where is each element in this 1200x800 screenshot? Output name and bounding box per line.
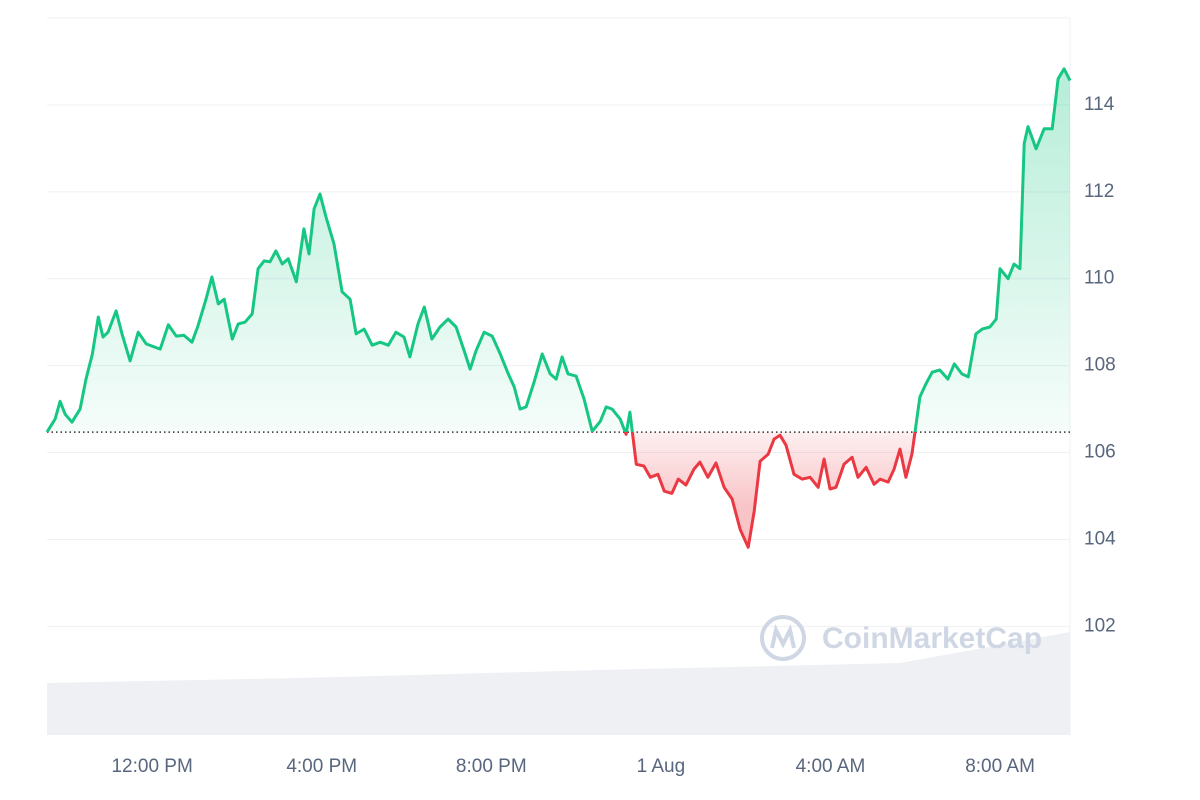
y-tick-label: 102 [1084, 615, 1116, 636]
x-tick-label: 4:00 PM [286, 756, 357, 777]
x-tick-label: 1 Aug [637, 756, 686, 777]
x-tick-label: 8:00 AM [965, 756, 1035, 777]
watermark-logo [760, 615, 806, 661]
x-tick-label: 4:00 AM [796, 756, 866, 777]
x-tick-label: 12:00 PM [111, 756, 192, 777]
watermark: CoinMarketCap [760, 615, 1042, 661]
y-tick-label: 104 [1084, 528, 1116, 549]
y-tick-label: 106 [1084, 442, 1116, 463]
y-tick-label: 110 [1084, 268, 1114, 289]
y-tick-label: 114 [1084, 94, 1115, 115]
y-tick-label: 112 [1084, 181, 1114, 202]
x-tick-label: 8:00 PM [456, 756, 527, 777]
watermark-text: CoinMarketCap [822, 622, 1042, 655]
watermark-logo [770, 624, 796, 649]
volume-area [47, 632, 1070, 735]
y-tick-label: 108 [1084, 355, 1116, 376]
price-area [47, 68, 1070, 548]
price-line [45, 67, 1072, 549]
